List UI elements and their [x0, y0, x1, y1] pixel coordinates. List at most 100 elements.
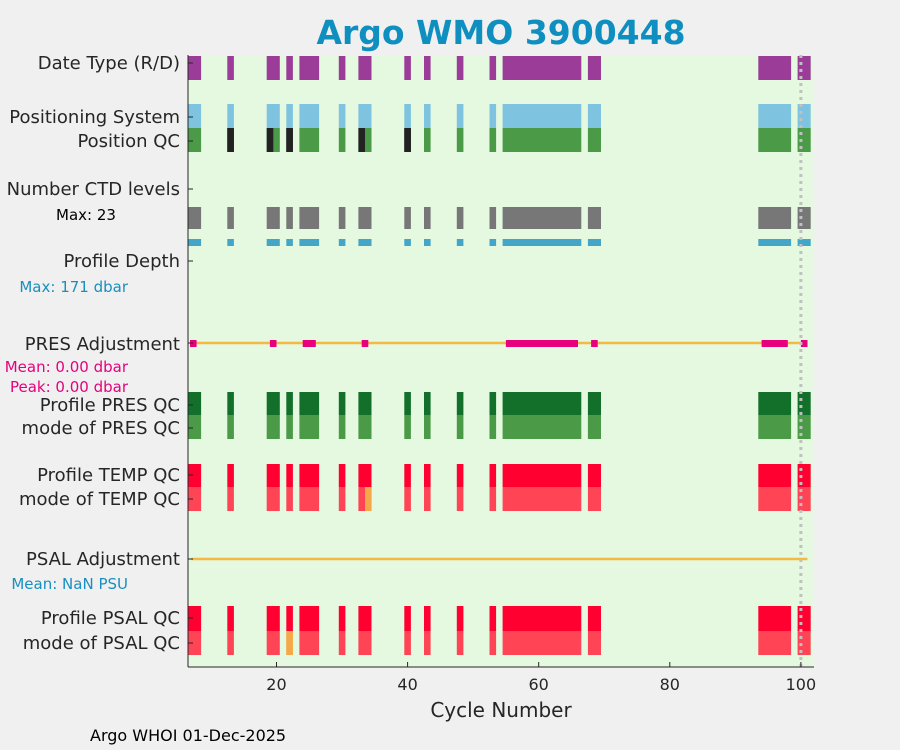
bar-profile-psal-qc-6 [358, 606, 372, 631]
depth-max-annotation: Max: 171 dbar [19, 278, 128, 296]
bar-profile-temp-qc-2 [266, 464, 280, 487]
bar-profile-depth-14 [797, 239, 811, 246]
bar-positioning-system-3 [286, 104, 293, 128]
bar-profile-depth-2 [266, 239, 280, 246]
bar-profile-psal-qc-7 [404, 606, 411, 631]
bar-mode-of-temp-qc-0 [188, 487, 202, 511]
x-tick-label-20: 20 [266, 675, 286, 694]
chart-title: Argo WMO 3900448 [316, 13, 685, 52]
bar-profile-depth-9 [456, 239, 464, 246]
bar-mode-of-temp-qc-10 [489, 487, 497, 511]
bar-mode-of-psal-qc-8 [424, 631, 431, 655]
bar-positioning-system-10 [489, 104, 497, 128]
bar-number-ctd-levels-6 [358, 207, 372, 229]
bar-date-type-r-d-8 [424, 56, 431, 80]
pres-adjustment-label: PRES Adjustment [25, 334, 180, 355]
bar-number-ctd-levels-12 [587, 207, 601, 229]
bar-profile-temp-qc-6 [358, 464, 372, 487]
bar-mode-of-psal-qc-11 [502, 631, 582, 655]
bar-positioning-system-6 [358, 104, 372, 128]
row-label-mode-of-pres-qc: mode of PRES QC [22, 418, 180, 439]
bar-profile-depth-8 [424, 239, 431, 246]
bar-profile-depth-5 [338, 239, 346, 246]
bar-position-qc-8 [424, 128, 431, 152]
bar-positioning-system-1 [227, 104, 234, 128]
footer-credit: Argo WHOI 01-Dec-2025 [90, 726, 286, 745]
bar-profile-psal-qc-8 [424, 606, 431, 631]
pres-adjusted-mark-7 [800, 340, 808, 347]
pres-adjusted-mark-4 [505, 340, 578, 347]
row-label-profile-temp-qc: Profile TEMP QC [37, 465, 180, 486]
bar-profile-depth-11 [502, 239, 582, 246]
psal-adjustment-label: PSAL Adjustment [26, 549, 180, 570]
bar-profile-pres-qc-11 [502, 392, 582, 415]
bar-number-ctd-levels-8 [424, 207, 431, 229]
bar-number-ctd-levels-3 [286, 207, 293, 229]
bar-number-ctd-levels-9 [456, 207, 464, 229]
bar-profile-depth-3 [286, 239, 293, 246]
bar-position-qc-flag-1 [266, 128, 274, 152]
row-labels: Date Type (R/D) Positioning System Positio… [7, 53, 180, 654]
bar-mode-of-temp-qc-flag-0 [365, 487, 372, 511]
bar-positioning-system-12 [587, 104, 601, 128]
bar-mode-of-psal-qc-10 [489, 631, 497, 655]
bar-profile-pres-qc-0 [188, 392, 202, 415]
bar-profile-psal-qc-4 [299, 606, 320, 631]
bar-number-ctd-levels-2 [266, 207, 280, 229]
bar-positioning-system-13 [758, 104, 792, 128]
bar-profile-pres-qc-9 [456, 392, 464, 415]
bar-positioning-system-0 [188, 104, 202, 128]
bar-profile-temp-qc-0 [188, 464, 202, 487]
bar-profile-temp-qc-4 [299, 464, 320, 487]
bar-date-type-r-d-5 [338, 56, 346, 80]
bar-profile-psal-qc-12 [587, 606, 601, 631]
pres-peak-annotation: Peak: 0.00 dbar [10, 378, 129, 396]
bar-positioning-system-2 [266, 104, 280, 128]
bar-positioning-system-4 [299, 104, 320, 128]
bar-profile-depth-6 [358, 239, 372, 246]
bar-position-qc-11 [502, 128, 582, 152]
bar-profile-pres-qc-2 [266, 392, 280, 415]
bar-number-ctd-levels-4 [299, 207, 320, 229]
bar-profile-psal-qc-9 [456, 606, 464, 631]
bar-profile-pres-qc-10 [489, 392, 497, 415]
row-label-mode-of-psal-qc: mode of PSAL QC [23, 633, 180, 654]
bar-mode-of-temp-qc-8 [424, 487, 431, 511]
bar-mode-of-pres-qc-12 [587, 415, 601, 439]
bar-number-ctd-levels-11 [502, 207, 582, 229]
bar-profile-temp-qc-7 [404, 464, 411, 487]
bar-date-type-r-d-1 [227, 56, 234, 80]
bar-mode-of-psal-qc-flag-0 [286, 631, 293, 655]
bar-date-type-r-d-2 [266, 56, 280, 80]
bar-profile-psal-qc-11 [502, 606, 582, 631]
bar-mode-of-pres-qc-3 [286, 415, 293, 439]
bar-profile-psal-qc-13 [758, 606, 792, 631]
x-axis-label: Cycle Number [430, 698, 572, 722]
bar-mode-of-temp-qc-5 [338, 487, 346, 511]
bar-profile-psal-qc-3 [286, 606, 293, 631]
x-tick-label-40: 40 [397, 675, 417, 694]
bar-date-type-r-d-4 [299, 56, 320, 80]
bar-mode-of-pres-qc-0 [188, 415, 202, 439]
bar-position-qc-10 [489, 128, 497, 152]
bar-number-ctd-levels-0 [188, 207, 202, 229]
x-tick-label-60: 60 [529, 675, 549, 694]
bar-profile-pres-qc-14 [797, 392, 811, 415]
bar-profile-pres-qc-3 [286, 392, 293, 415]
bar-mode-of-temp-qc-1 [227, 487, 234, 511]
bar-mode-of-temp-qc-12 [587, 487, 601, 511]
bar-number-ctd-levels-10 [489, 207, 497, 229]
bar-mode-of-psal-qc-1 [227, 631, 234, 655]
bar-mode-of-pres-qc-5 [338, 415, 346, 439]
bar-positioning-system-9 [456, 104, 464, 128]
pres-adjusted-mark-5 [591, 340, 598, 347]
bar-profile-depth-7 [404, 239, 411, 246]
psal-mean-annotation: Mean: NaN PSU [11, 575, 128, 593]
bar-date-type-r-d-7 [404, 56, 411, 80]
bar-mode-of-temp-qc-3 [286, 487, 293, 511]
bar-mode-of-pres-qc-8 [424, 415, 431, 439]
bar-date-type-r-d-0 [188, 56, 202, 80]
bar-position-qc-flag-4 [404, 128, 411, 152]
bar-mode-of-psal-qc-13 [758, 631, 792, 655]
